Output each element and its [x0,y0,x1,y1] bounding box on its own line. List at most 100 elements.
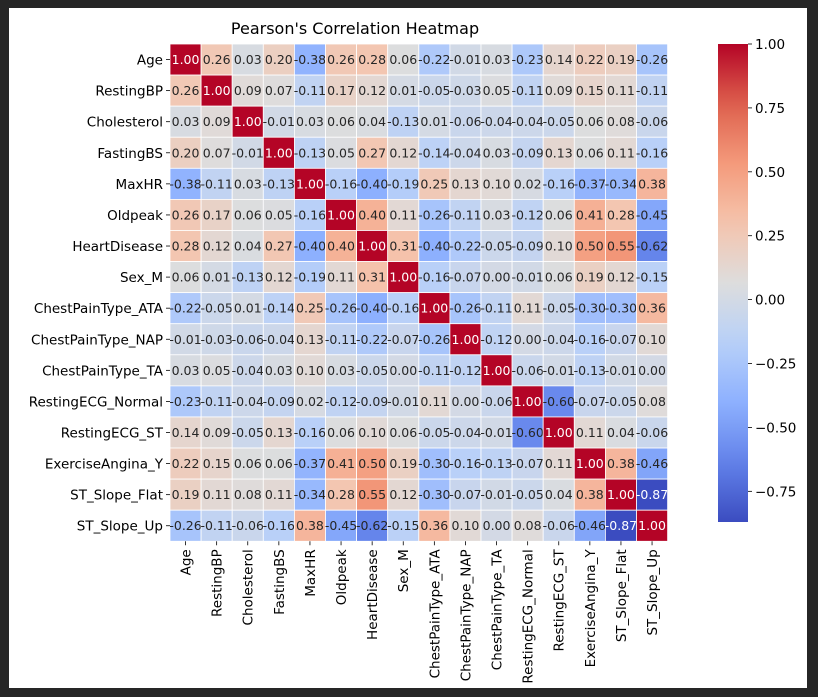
cell-value-label: 0.38 [607,456,635,471]
colorbar-tick-label: 0.50 [755,165,785,181]
cell-value-label: 1.00 [265,145,293,160]
heatmap-cell [200,416,233,449]
cell-value-label: 0.04 [545,487,573,502]
cell-value-label: -0.09 [511,239,543,254]
cell-value-label: 0.55 [607,239,635,254]
cell-value-label: -0.60 [543,394,575,409]
x-tick-label: MaxHR [303,549,319,596]
heatmap-cell [449,416,482,449]
heatmap-cell [231,74,264,107]
cell-value-label: 0.27 [265,239,293,254]
cell-value-label: 0.06 [234,207,262,222]
cell-value-label: 0.12 [203,239,231,254]
cell-value-label: -0.38 [294,52,326,67]
cell-value-label: 0.36 [638,301,666,316]
cell-value-label: 0.11 [420,394,448,409]
cell-value-label: -0.22 [449,239,481,254]
heatmap-cell [636,198,669,231]
heatmap-cell [542,354,575,387]
cell-value-label: -0.16 [636,145,668,160]
heatmap-cell [449,167,482,200]
heatmap-cell [449,292,482,325]
heatmap-cell [231,136,264,169]
cell-value-label: -0.26 [325,301,357,316]
heatmap-cell [449,261,482,294]
heatmap-cell [325,509,358,542]
cell-value-label: 0.03 [234,52,262,67]
heatmap-cell [325,136,358,169]
cell-value-label: 0.10 [483,176,511,191]
heatmap-cell [573,416,606,449]
cell-value-label: 0.36 [420,518,448,533]
cell-value-label: 0.15 [203,456,231,471]
colorbar: 1.00 0.75 0.50 0.25 0.00 −0.25 −0.50 −0.75 [718,37,796,522]
heatmap-cell [169,416,202,449]
colorbar-tick-label: 0.25 [755,229,785,245]
heatmap-cell [262,416,295,449]
heatmap-cell [573,43,606,76]
cell-value-label: -0.04 [511,114,543,129]
cell-value-label: 0.11 [607,83,635,98]
cell-value-label: 0.19 [576,270,604,285]
heatmap-cell [200,136,233,169]
cell-value-label: 1.00 [483,363,511,378]
cell-value-label: -0.05 [605,394,637,409]
cell-value-label: -0.05 [232,425,264,440]
cell-value-label: 0.06 [545,270,573,285]
cell-value-label: 0.50 [358,456,386,471]
y-tick-label: Sex_M [120,270,163,286]
cell-value-label: -0.07 [511,456,543,471]
cell-value-label: -0.30 [574,301,606,316]
heatmap-cell [542,136,575,169]
x-tick-label: RestingECG_ST [552,549,568,652]
cell-value-label: 0.01 [234,301,262,316]
cell-value-label: -0.05 [200,301,232,316]
y-tick-label: HeartDisease [72,239,163,255]
heatmap-cell [262,292,295,325]
cell-value-label: -0.11 [325,332,357,347]
cell-value-label: 0.11 [203,487,231,502]
cell-value-label: 0.22 [172,456,200,471]
cell-value-label: 1.00 [358,239,386,254]
cell-value-label: -0.16 [418,270,450,285]
cell-value-label: 0.10 [452,518,480,533]
cell-value-label: 0.06 [327,425,355,440]
heatmap-cell [325,478,358,511]
cell-value-label: -0.15 [387,518,419,533]
heatmap-cell [480,478,513,511]
heatmap-cell [293,74,326,107]
y-tick-label: RestingECG_ST [61,426,164,442]
heatmap-cell [325,74,358,107]
cell-value-label: 0.11 [514,301,542,316]
heatmap-cell [573,292,606,325]
cell-value-label: 0.11 [607,145,635,160]
cell-value-label: 0.03 [234,176,262,191]
cell-value-label: -0.06 [232,332,264,347]
cell-value-label: -0.01 [387,394,419,409]
cell-value-label: -0.87 [605,518,637,533]
cell-value-label: -0.45 [636,207,668,222]
y-tick-label: MaxHR [116,177,163,193]
cell-value-label: 0.06 [265,456,293,471]
cell-value-label: -0.04 [543,332,575,347]
y-tick-label: ST_Slope_Up [77,519,163,535]
heatmap-cell [231,416,264,449]
cell-value-label: 0.06 [234,456,262,471]
cell-value-label: 0.20 [265,52,293,67]
x-tick-label: FastingBS [272,549,288,615]
x-tick-label: Sex_M [396,549,412,592]
heatmap-cell [200,354,233,387]
heatmap-cell [636,416,669,449]
cell-value-label: 0.06 [172,270,200,285]
heatmap-cell [231,447,264,480]
heatmap-cell [542,478,575,511]
chart-title: Pearson's Correlation Heatmap [231,19,479,38]
cell-value-label: 1.00 [420,301,448,316]
cell-value-label: -0.37 [294,456,326,471]
cell-value-label: 1.00 [452,332,480,347]
heatmap-cell [231,261,264,294]
heatmap-cell [480,509,513,542]
cell-value-label: 0.05 [265,207,293,222]
heatmap-cell [387,478,420,511]
cell-value-label: -0.04 [449,145,481,160]
